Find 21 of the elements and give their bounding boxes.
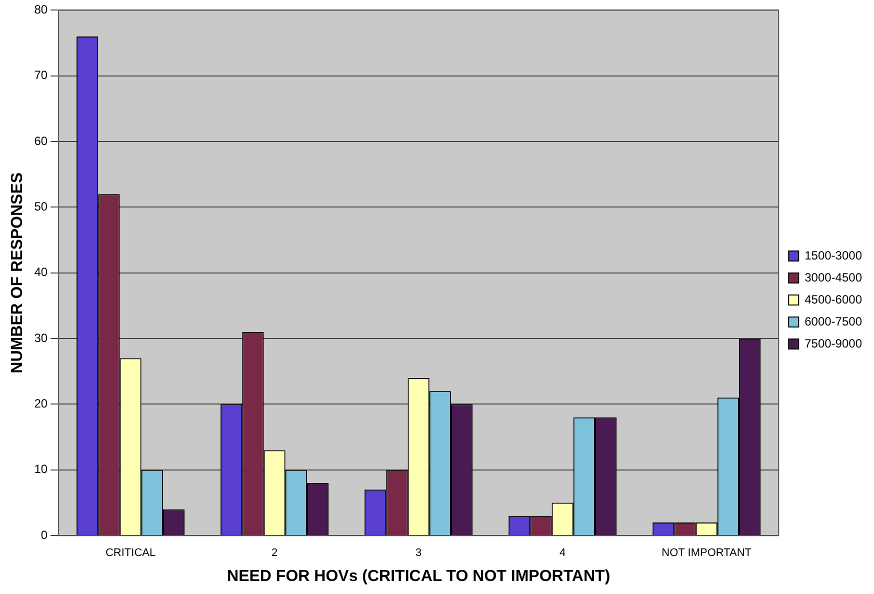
x-tick-label: 4 xyxy=(560,547,566,560)
x-tick-label: CRITICAL xyxy=(105,547,156,560)
y-tick-label: 20 xyxy=(34,396,48,411)
y-tick-label: 10 xyxy=(34,462,48,476)
y-tick-label: 40 xyxy=(34,265,48,280)
x-tick-label: 3 xyxy=(416,547,422,560)
y-axis-title: NUMBER OF RESPONSES xyxy=(9,172,26,374)
y-tick-label: 80 xyxy=(34,2,48,17)
y-tick-label: 60 xyxy=(34,134,48,148)
y-tick-label: 30 xyxy=(34,330,48,345)
y-tick-label: 0 xyxy=(40,528,48,542)
legend-label: 1500-3000 xyxy=(804,248,862,262)
y-tick-label: 70 xyxy=(34,68,48,82)
x-tick-label: 2 xyxy=(272,547,278,560)
legend-label: 3000-4500 xyxy=(804,270,862,284)
y-tick-label: 50 xyxy=(34,200,48,214)
legend-label: 7500-9000 xyxy=(804,336,862,350)
x-axis-title: NEED FOR HOVs (CRITICAL TO NOT IMPORTANT) xyxy=(227,568,610,585)
legend-label: 6000-7500 xyxy=(804,314,862,328)
x-tick-label: NOT IMPORTANT xyxy=(662,547,752,560)
legend-label: 4500-6000 xyxy=(804,292,862,306)
